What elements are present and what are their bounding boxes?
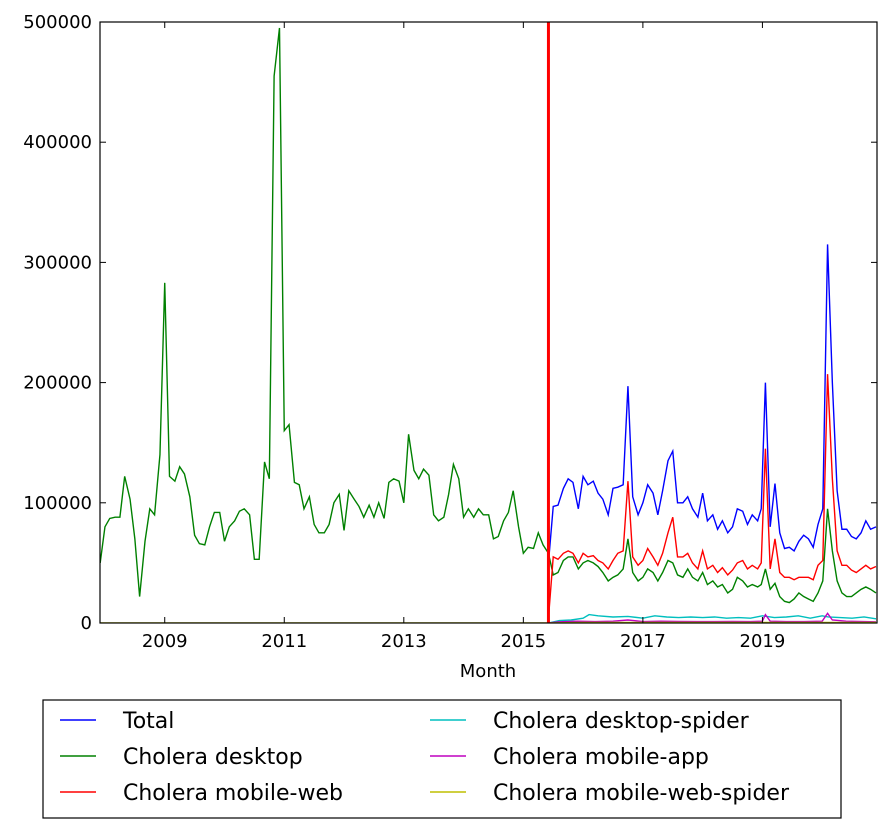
legend: Total Cholera desktop Cholera mobile-web Ch… <box>42 699 842 819</box>
x-tick-label: 2013 <box>381 631 427 652</box>
y-tick-label: 400000 <box>23 132 92 153</box>
y-tick-label: 500000 <box>23 12 92 33</box>
y-axis: 0 100000 200000 300000 400000 500000 <box>23 12 877 634</box>
legend-label-cholera-mobile-web: Cholera mobile-web <box>123 781 343 806</box>
x-tick-label: 2019 <box>740 631 786 652</box>
y-tick-label: 200000 <box>23 373 92 394</box>
legend-label-cholera-mobile-web-spider: Cholera mobile-web-spider <box>493 781 790 806</box>
series-line-cholera-desktop-spider <box>548 613 877 623</box>
y-tick-label: 300000 <box>23 252 92 273</box>
series-line-cholera-desktop <box>100 27 877 604</box>
series-line-cholera-mobile-app <box>548 612 876 623</box>
x-tick-label: 2011 <box>261 631 307 652</box>
x-axis: 2009 2011 2013 2015 2017 2019 <box>142 22 786 652</box>
legend-label-total: Total <box>122 709 174 734</box>
y-tick-label: 0 <box>81 613 92 634</box>
plot-frame <box>99 21 878 624</box>
x-axis-label: Month <box>460 661 516 682</box>
x-tick-label: 2017 <box>620 631 666 652</box>
y-tick-label: 100000 <box>23 493 92 514</box>
series-line-cholera-mobile-web <box>547 374 877 619</box>
plot-area <box>100 22 877 623</box>
x-tick-label: 2015 <box>500 631 546 652</box>
legend-label-cholera-desktop: Cholera desktop <box>123 745 303 770</box>
series-line-total <box>547 244 877 563</box>
legend-label-cholera-mobile-app: Cholera mobile-app <box>493 745 709 770</box>
x-tick-label: 2009 <box>142 631 188 652</box>
legend-label-cholera-desktop-spider: Cholera desktop-spider <box>493 709 750 734</box>
